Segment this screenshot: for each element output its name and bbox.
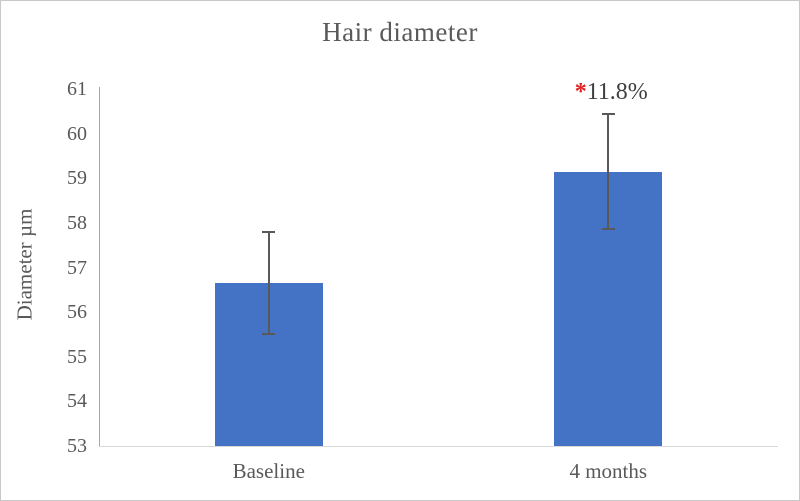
- y-tick-label: 57: [67, 256, 87, 279]
- significance-asterisk: *: [574, 79, 587, 106]
- error-bar-cap-top-baseline: [262, 230, 276, 233]
- error-bar-cap-top-4-months: [601, 113, 615, 116]
- x-label-baseline: Baseline: [232, 459, 305, 483]
- y-tick-label: 60: [67, 122, 87, 145]
- x-label-4-months: 4 months: [569, 459, 648, 483]
- y-tick-label: 59: [67, 167, 87, 190]
- x-axis-line: [99, 446, 778, 447]
- error-bar-baseline: [267, 231, 270, 335]
- significance-annotation: *11.8%: [511, 79, 711, 106]
- y-tick-label: 61: [67, 78, 87, 100]
- y-tick-label: 54: [67, 390, 87, 413]
- error-bar-cap-bottom-4-months: [601, 227, 615, 230]
- error-bar-cap-bottom-baseline: [262, 333, 276, 336]
- y-tick-label: 56: [67, 301, 87, 324]
- y-axis-line: [99, 87, 100, 446]
- y-tick-label: 53: [67, 435, 87, 457]
- error-bar-4-months: [607, 114, 610, 229]
- y-tick-label: 55: [67, 345, 87, 368]
- y-tick-label: 58: [67, 211, 87, 234]
- chart-title: Hair diameter: [322, 17, 478, 47]
- significance-value: 11.8%: [586, 79, 648, 106]
